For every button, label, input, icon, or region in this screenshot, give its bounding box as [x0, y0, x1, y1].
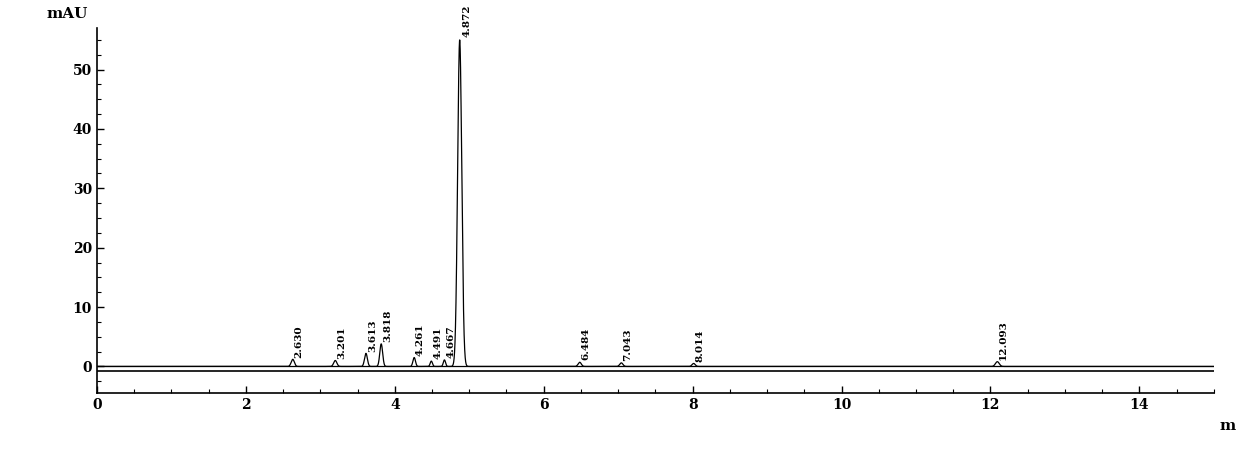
- Text: 3.201: 3.201: [337, 326, 346, 359]
- Text: 6.484: 6.484: [581, 328, 591, 360]
- Text: 8.014: 8.014: [695, 329, 705, 362]
- Text: mAU: mAU: [47, 7, 88, 21]
- Text: 7.043: 7.043: [623, 329, 632, 361]
- Text: m: m: [1219, 419, 1235, 433]
- Text: 3.613: 3.613: [368, 319, 377, 352]
- Text: 2.630: 2.630: [295, 325, 304, 358]
- Text: 4.491: 4.491: [434, 327, 442, 359]
- Text: 4.261: 4.261: [416, 323, 425, 356]
- Text: 12.093: 12.093: [999, 320, 1009, 360]
- Text: 3.818: 3.818: [383, 310, 392, 342]
- Text: 4.667: 4.667: [446, 325, 455, 358]
- Text: 4.872: 4.872: [462, 5, 472, 37]
